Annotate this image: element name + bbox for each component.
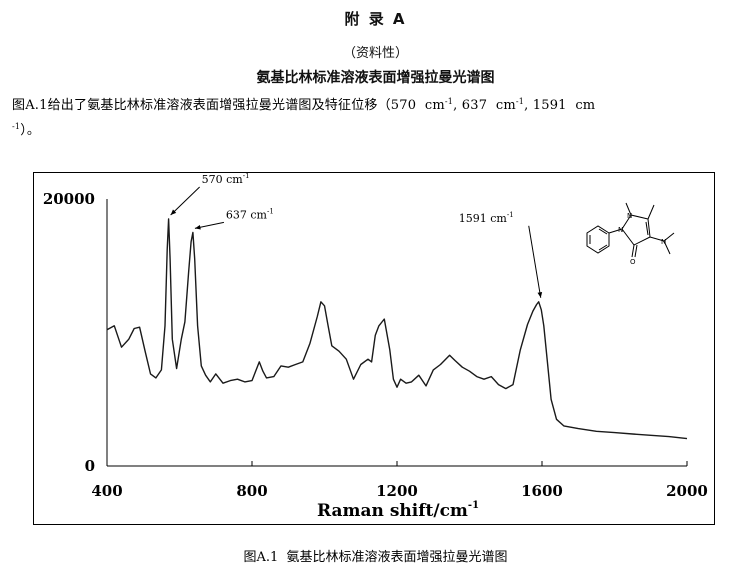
x-tick-label: 1600 (521, 482, 563, 500)
intro-unit-exp-1: -1 (444, 97, 454, 106)
x-axis-title: Raman shift/cm-1 (317, 500, 479, 521)
intro-end: ）。 (20, 123, 41, 138)
peak-arrow-line (528, 225, 542, 298)
caption-label: 图A.1 (243, 550, 279, 565)
y-tick-label: 0 (85, 457, 95, 475)
peak-arrow-line (170, 186, 200, 216)
peak-arrow-head (170, 209, 177, 216)
peak-arrow-head (194, 224, 201, 230)
peak-label-exp: -1 (507, 211, 514, 219)
peak-label: 1591 cm-1 (459, 211, 514, 225)
peak-label-text: 570 cm (202, 173, 244, 186)
intro-unit-exp-3: -1 (12, 122, 21, 131)
molecule-n1: N (627, 212, 632, 220)
intro-unit-exp-2: -1 (515, 97, 525, 106)
caption-text: 氨基比林标准溶液表面增强拉曼光谱图 (286, 550, 508, 565)
appendix-title: 附 录 A (344, 10, 407, 28)
intro-shift-570: 570 (390, 98, 417, 113)
y-tick-label: 20000 (43, 190, 95, 208)
x-axis-title-text: Raman shift/cm (317, 501, 468, 521)
section-title: 氨基比林标准溶液表面增强拉曼光谱图 (256, 70, 495, 86)
intro-unit-3: cm (575, 98, 596, 113)
x-tick-label: 2000 (666, 482, 708, 500)
x-ticks: 400 800 1200 1600 2000 (91, 461, 708, 500)
peak-label: 570 cm-1 (202, 173, 250, 186)
intro-unit-1: cm (424, 98, 445, 113)
peak-label-text: 637 cm (226, 208, 268, 221)
spectrum-line (106, 218, 688, 440)
peak-label-exp: -1 (243, 173, 250, 180)
intro-text: 图A.1给出了氨基比林标准溶液表面增强拉曼光谱图及特征位移（ (12, 98, 391, 113)
x-tick-label: 1200 (376, 482, 418, 500)
intro-shift-1591: 1591 (532, 98, 567, 113)
molecule-n2: N (618, 226, 623, 234)
chart-frame: 400 800 1200 1600 2000 0 20000 570 cm-1 637 cm… (33, 172, 715, 525)
x-axis-title-exp: -1 (468, 500, 479, 511)
intro-unit-2: cm (495, 98, 516, 113)
x-tick-label: 800 (236, 482, 267, 500)
peak-arrow-head (537, 291, 543, 298)
intro-paragraph: 图A.1给出了氨基比林标准溶液表面增强拉曼光谱图及特征位移（570 cm-1, … (12, 97, 596, 139)
appendix-note: （资料性） (342, 46, 408, 61)
peak-label-exp: -1 (267, 207, 274, 215)
peak-label-text: 1591 cm (459, 212, 508, 225)
peak-label: 637 cm-1 (226, 207, 274, 221)
y-ticks: 0 20000 (43, 190, 95, 475)
molecule-structure-icon: N N N O (586, 202, 675, 266)
molecule-o: O (630, 258, 636, 266)
molecule-n3: N (661, 238, 666, 246)
figure-caption: 图A.1 氨基比林标准溶液表面增强拉曼光谱图 (0, 546, 751, 565)
x-tick-label: 400 (91, 482, 122, 500)
intro-shift-637: 637 (461, 98, 488, 113)
